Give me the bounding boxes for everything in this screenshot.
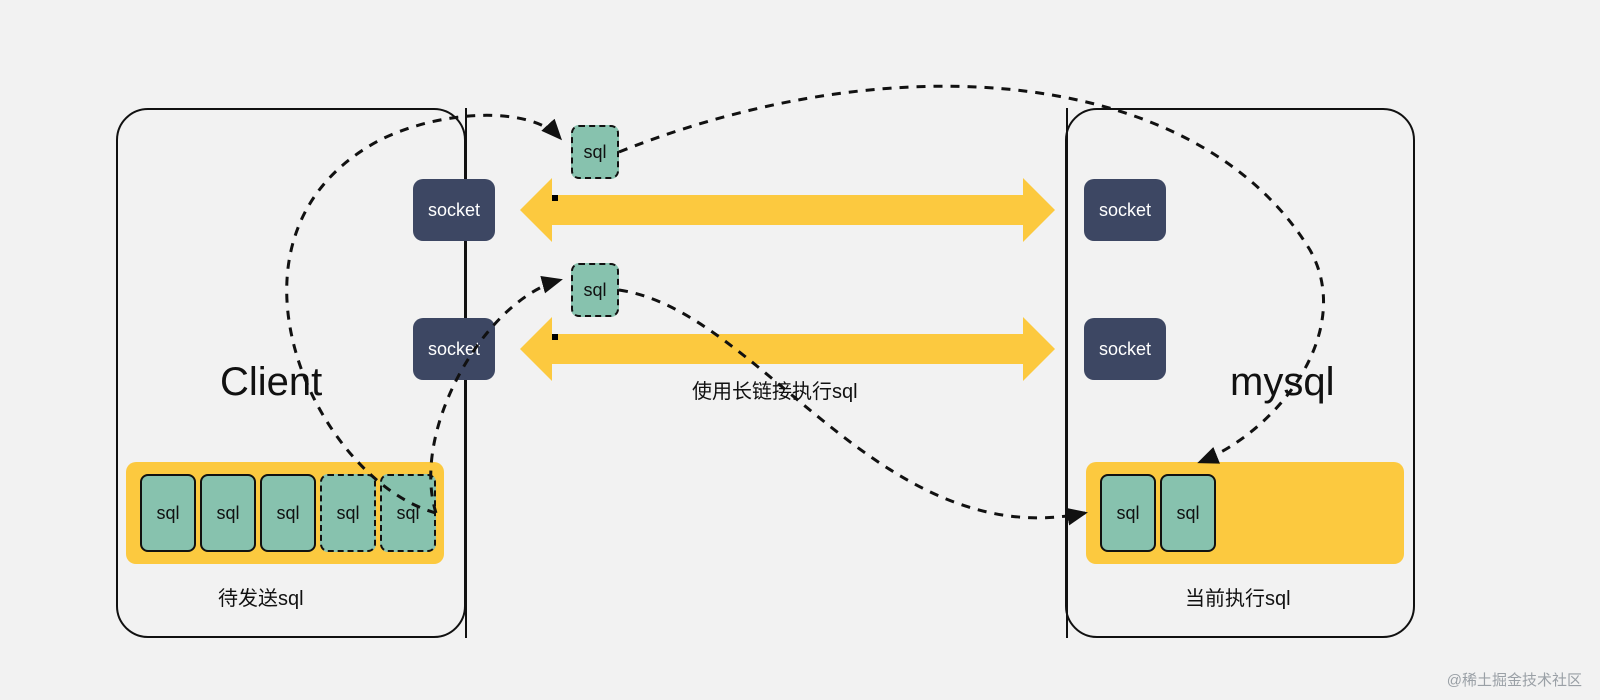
client-socket-2: socket — [413, 318, 495, 380]
client-tray-sql-3: sql — [320, 474, 376, 552]
client-title: Client — [220, 360, 322, 405]
mysql-socket-2: socket — [1084, 318, 1166, 380]
arrow-2 — [552, 334, 1023, 364]
mysql-socket-1: socket — [1084, 179, 1166, 241]
client-tray-sql-1: sql — [200, 474, 256, 552]
client-tray-label: 待发送sql — [218, 582, 304, 611]
arrow-2-right-head — [1023, 317, 1055, 381]
client-tray-sql-0: sql — [140, 474, 196, 552]
client-socket-1: socket — [413, 179, 495, 241]
mysql-vline — [1066, 108, 1068, 638]
client-tray-sql-4: sql — [380, 474, 436, 552]
arrow-1-left-head — [520, 178, 552, 242]
mysql-tray-sql-1: sql — [1160, 474, 1216, 552]
mysql-title: mysql — [1230, 360, 1334, 405]
transit-sql-1: sql — [571, 125, 619, 179]
client-tray-sql-2: sql — [260, 474, 316, 552]
mysql-tray-sql-0: sql — [1100, 474, 1156, 552]
transit-sql-2: sql — [571, 263, 619, 317]
middle-label: 使用长链接执行sql — [692, 375, 858, 404]
arrow-2-left-head — [520, 317, 552, 381]
arrow-1-right-head — [1023, 178, 1055, 242]
mysql-tray-label: 当前执行sql — [1185, 582, 1291, 611]
watermark: @稀土掘金技术社区 — [1447, 669, 1582, 690]
arrow-1 — [552, 195, 1023, 225]
